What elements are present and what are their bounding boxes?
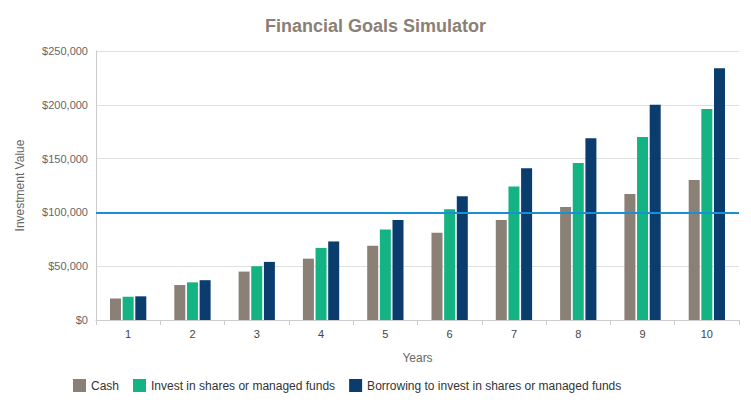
svg-text:Investment Value: Investment Value xyxy=(13,139,27,231)
svg-text:5: 5 xyxy=(382,328,388,340)
svg-text:3: 3 xyxy=(254,328,260,340)
svg-text:$100,000: $100,000 xyxy=(42,206,88,218)
svg-text:2: 2 xyxy=(189,328,195,340)
svg-text:9: 9 xyxy=(639,328,645,340)
svg-text:$200,000: $200,000 xyxy=(42,99,88,111)
svg-text:10: 10 xyxy=(701,328,713,340)
svg-text:6: 6 xyxy=(447,328,453,340)
svg-text:Invest in shares or managed fu: Invest in shares or managed funds xyxy=(151,379,335,393)
svg-text:4: 4 xyxy=(318,328,324,340)
svg-text:7: 7 xyxy=(511,328,517,340)
svg-text:Borrowing to invest in shares: Borrowing to invest in shares or managed… xyxy=(367,379,621,393)
svg-text:Cash: Cash xyxy=(91,379,119,393)
svg-text:$250,000: $250,000 xyxy=(42,45,88,57)
svg-text:$0: $0 xyxy=(76,314,88,326)
svg-text:$50,000: $50,000 xyxy=(48,260,88,272)
svg-text:Financial Goals Simulator: Financial Goals Simulator xyxy=(265,16,486,36)
svg-text:$150,000: $150,000 xyxy=(42,153,88,165)
svg-text:8: 8 xyxy=(575,328,581,340)
svg-text:1: 1 xyxy=(125,328,131,340)
svg-text:Years: Years xyxy=(402,351,432,365)
